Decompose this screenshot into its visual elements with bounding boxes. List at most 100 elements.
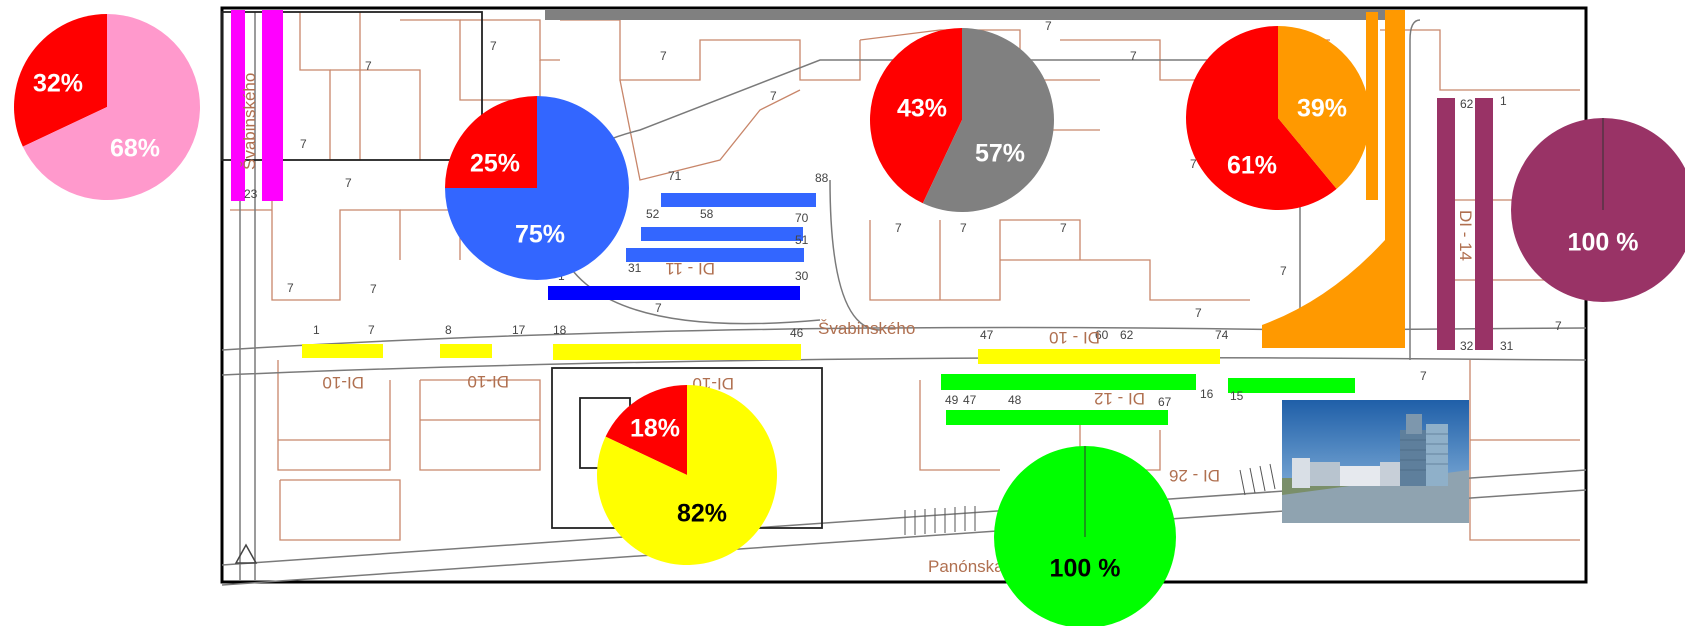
pie-slice-yellow-1 bbox=[597, 385, 777, 565]
svg-text:7: 7 bbox=[1420, 369, 1427, 383]
street-name-svabinskeho: Švabinského bbox=[818, 319, 915, 338]
pie-slice-orange-1 bbox=[1278, 26, 1370, 189]
svg-text:70: 70 bbox=[795, 211, 809, 225]
parking-strip-purple-1 bbox=[1437, 98, 1455, 350]
svg-text:DI - 11: DI - 11 bbox=[665, 259, 715, 278]
pie-yellow: 18% 82% bbox=[597, 385, 777, 565]
pie-label-gray-0: 43% bbox=[897, 95, 947, 123]
street-name-panonska: Panónska bbox=[928, 557, 1004, 576]
svg-text:DI - 10: DI - 10 bbox=[1049, 328, 1100, 347]
svg-text:7: 7 bbox=[895, 221, 902, 235]
svg-text:47: 47 bbox=[980, 328, 994, 342]
pie-pink: 32% 68% bbox=[13, 14, 200, 200]
svg-text:DI - 12: DI - 12 bbox=[1094, 389, 1145, 408]
pie-label-purple-0: 100 % bbox=[1568, 229, 1639, 257]
svg-text:23: 23 bbox=[244, 187, 258, 201]
svg-text:1: 1 bbox=[313, 323, 320, 337]
svg-text:67: 67 bbox=[1158, 395, 1172, 409]
svg-text:71: 71 bbox=[668, 169, 682, 183]
svg-text:31: 31 bbox=[1500, 339, 1514, 353]
triangle-marker-icon bbox=[234, 543, 258, 564]
pie-label-orange-0: 61% bbox=[1227, 152, 1277, 180]
svg-text:7: 7 bbox=[1130, 49, 1137, 63]
svg-text:62: 62 bbox=[1120, 328, 1134, 342]
svg-text:49: 49 bbox=[945, 393, 959, 407]
pie-green: 100 % bbox=[994, 446, 1176, 626]
parking-strip-blue-4 bbox=[548, 286, 800, 300]
pie-slice-pink-1 bbox=[22, 14, 200, 200]
svg-text:48: 48 bbox=[1008, 393, 1022, 407]
svg-text:7: 7 bbox=[1555, 319, 1562, 333]
pie-label-pink-0: 32% bbox=[33, 70, 83, 98]
svg-text:8: 8 bbox=[445, 323, 452, 337]
svg-text:7: 7 bbox=[1060, 221, 1067, 235]
parking-strip-magenta-1 bbox=[231, 10, 245, 201]
pie-blue: 25% 75% bbox=[445, 96, 629, 280]
svg-text:88: 88 bbox=[815, 171, 829, 185]
svg-text:18: 18 bbox=[553, 323, 567, 337]
parking-strip-yellow-3 bbox=[553, 344, 801, 360]
pie-slice-gray-0 bbox=[870, 28, 962, 204]
svg-text:51: 51 bbox=[795, 233, 809, 247]
pie-label-gray-1: 57% bbox=[975, 140, 1025, 168]
pie-label-blue-1: 75% bbox=[515, 221, 565, 249]
pie-slice-orange-0 bbox=[1186, 26, 1337, 211]
parking-strip-magenta-2 bbox=[262, 10, 283, 201]
parking-strip-blue-1 bbox=[661, 193, 816, 207]
svg-text:7: 7 bbox=[300, 137, 307, 151]
svg-text:7: 7 bbox=[287, 281, 294, 295]
parking-strip-gray bbox=[545, 10, 1385, 20]
pie-gray: 43% 57% bbox=[870, 28, 1055, 212]
svg-text:52: 52 bbox=[646, 207, 660, 221]
parking-hatch bbox=[904, 463, 1276, 535]
svg-text:DI-10: DI-10 bbox=[322, 373, 364, 392]
svg-text:7: 7 bbox=[1280, 264, 1287, 278]
svg-text:DI - 14: DI - 14 bbox=[1456, 210, 1475, 261]
svg-text:7: 7 bbox=[660, 49, 667, 63]
svg-text:7: 7 bbox=[345, 176, 352, 190]
svg-text:62: 62 bbox=[1460, 97, 1474, 111]
parking-strip-purple-2 bbox=[1475, 98, 1493, 350]
pie-label-green-0: 100 % bbox=[1050, 555, 1121, 583]
parking-strip-yellow-1 bbox=[302, 344, 383, 358]
parking-strip-blue-3 bbox=[626, 248, 804, 262]
svg-text:46: 46 bbox=[790, 326, 804, 340]
pie-slice-pink-0 bbox=[13, 14, 107, 147]
svg-text:7: 7 bbox=[365, 59, 372, 73]
pie-slice-blue-1 bbox=[445, 96, 629, 280]
svg-text:47: 47 bbox=[963, 393, 977, 407]
pie-purple: 100 % bbox=[1511, 118, 1685, 302]
svg-text:16: 16 bbox=[1200, 387, 1214, 401]
svg-text:74: 74 bbox=[1215, 328, 1229, 342]
svg-text:58: 58 bbox=[700, 207, 714, 221]
pie-slice-blue-0 bbox=[445, 96, 537, 188]
parking-strip-orange bbox=[1262, 10, 1405, 348]
space-numbers: 1 7 8 1 7 18 46 47 62 60 74 71 88 52 58 7… bbox=[244, 94, 1514, 409]
svg-text:7: 7 bbox=[1045, 19, 1052, 33]
svg-text:DI-10: DI-10 bbox=[467, 372, 509, 391]
svg-text:15: 15 bbox=[1230, 389, 1244, 403]
pie-label-yellow-0: 18% bbox=[630, 415, 680, 443]
svg-text:30: 30 bbox=[795, 269, 809, 283]
svg-text:1: 1 bbox=[1500, 94, 1507, 108]
pie-slice-purple-0 bbox=[1511, 118, 1685, 302]
svg-text:60: 60 bbox=[1095, 328, 1109, 342]
street-name-svabinskeho-vertical: Švabinského bbox=[240, 73, 259, 170]
parking-strip-yellow-4 bbox=[978, 349, 1220, 364]
svg-text:7: 7 bbox=[655, 301, 662, 315]
pie-label-pink-1: 68% bbox=[110, 135, 160, 163]
parking-strip-blue-2 bbox=[641, 227, 803, 241]
svg-text:7: 7 bbox=[960, 221, 967, 235]
pie-label-orange-1: 39% bbox=[1297, 95, 1347, 123]
svg-text:31: 31 bbox=[628, 261, 642, 275]
parking-strip-green-3 bbox=[946, 410, 1168, 425]
parking-strip-green-2 bbox=[1228, 378, 1355, 393]
parking-strip-green-1 bbox=[941, 374, 1196, 390]
pie-label-blue-0: 25% bbox=[470, 150, 520, 178]
pie-label-yellow-1: 82% bbox=[677, 500, 727, 528]
parking-strip-yellow-2 bbox=[440, 344, 492, 358]
svg-text:7: 7 bbox=[1190, 157, 1197, 171]
svg-text:7: 7 bbox=[370, 282, 377, 296]
pie-orange: 61% 39% bbox=[1186, 26, 1370, 211]
